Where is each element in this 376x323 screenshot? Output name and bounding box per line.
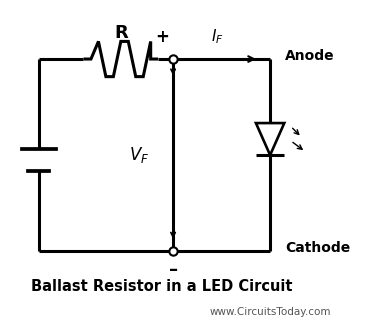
Text: R: R bbox=[114, 25, 128, 42]
Text: Ballast Resistor in a LED Circuit: Ballast Resistor in a LED Circuit bbox=[31, 279, 293, 294]
Text: +: + bbox=[155, 27, 169, 46]
Text: Cathode: Cathode bbox=[285, 241, 350, 255]
Text: $V_F$: $V_F$ bbox=[129, 145, 150, 165]
Text: Anode: Anode bbox=[285, 49, 335, 63]
Text: $I_F$: $I_F$ bbox=[211, 27, 224, 46]
Text: –: – bbox=[168, 261, 177, 279]
Text: www.CircuitsToday.com: www.CircuitsToday.com bbox=[209, 307, 331, 317]
